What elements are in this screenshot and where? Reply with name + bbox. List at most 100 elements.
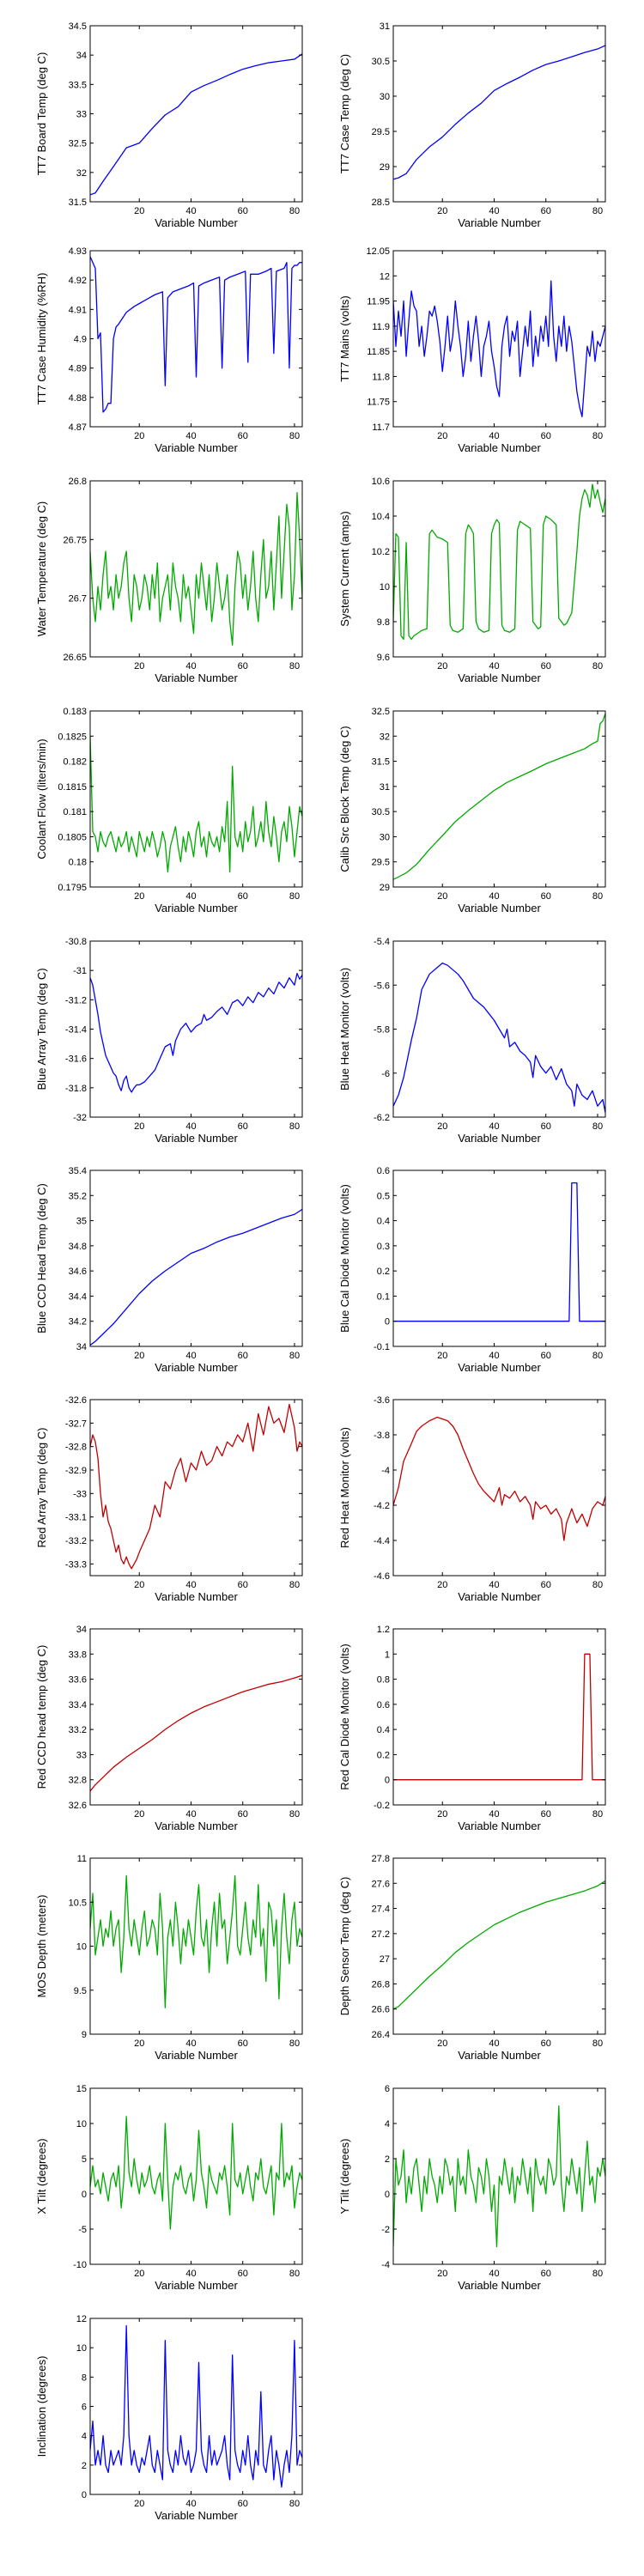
x-tick-label: 40 (489, 206, 499, 216)
x-tick-label: 40 (489, 1580, 499, 1590)
series-line (393, 2105, 605, 2248)
y-tick-label: 4.87 (69, 422, 87, 433)
y-tick-label: 26.8 (372, 1979, 390, 1990)
y-tick-label: 10 (380, 582, 390, 592)
series-line (90, 1403, 302, 1570)
y-tick-label: 0.4 (377, 1217, 390, 1227)
x-axis-label: Variable Number (155, 1820, 238, 1832)
x-tick-label: 80 (289, 1351, 300, 1361)
chart-panel-19: 20 40 60 80 -10 -5 0 5 10 15 Variable Number X Tilt… (35, 2084, 303, 2292)
chart-panel-5: 20 40 60 80 26.65 26.7 26.75 26.8 Variable Numbe… (35, 477, 303, 684)
y-tick-label: 26.65 (63, 653, 87, 663)
y-tick-label: 26.75 (63, 535, 87, 545)
x-axis-label: Variable Number (155, 2049, 238, 2062)
plot-frame (89, 25, 303, 203)
x-tick-label: 80 (289, 2499, 300, 2509)
y-tick-label: 32 (380, 732, 390, 742)
y-tick-label: 0 (82, 2190, 87, 2200)
y-tick-label: 0 (385, 2190, 390, 2200)
x-tick-label: 40 (489, 1351, 499, 1361)
y-tick-label: -3.8 (374, 1431, 390, 1441)
x-tick-label: 20 (437, 661, 447, 671)
y-tick-label: 29.5 (372, 127, 390, 137)
plot-frame (392, 2087, 606, 2265)
y-tick-label: -32.6 (65, 1395, 87, 1406)
y-tick-label: 32.8 (69, 1776, 87, 1786)
y-tick-label: 33.2 (69, 1725, 87, 1735)
y-axis-label: MOS Depth (meters) (35, 1895, 48, 1998)
x-tick-label: 60 (238, 891, 248, 902)
y-tick-label: -3.6 (374, 1395, 390, 1406)
chart-panel-3: 20 40 60 80 4.87 4.88 4.89 4.9 4.91 4.92 4.93 Varia… (35, 246, 303, 454)
y-tick-label: -31.6 (65, 1054, 87, 1065)
x-tick-label: 20 (437, 2038, 447, 2049)
y-tick-label: -32.8 (65, 1443, 87, 1453)
y-tick-label: 28.5 (372, 197, 390, 208)
x-tick-label: 40 (185, 1580, 196, 1590)
y-tick-label: 32.5 (372, 707, 390, 717)
y-tick-label: 0.18 (69, 858, 87, 868)
x-tick-label: 60 (238, 2499, 248, 2509)
y-tick-label: 0.1 (377, 1291, 390, 1302)
x-tick-label: 80 (592, 1351, 603, 1361)
chart-panel-7: 20 40 60 80 0.1795 0.18 0.1805 0.181 0.1815 0.182… (35, 707, 303, 914)
y-tick-label: -5 (78, 2225, 87, 2235)
y-tick-label: 4.88 (69, 393, 87, 404)
x-tick-label: 40 (185, 1351, 196, 1361)
y-axis-label: Y Tilt (degrees) (338, 2139, 351, 2215)
y-tick-label: 0.6 (377, 1700, 390, 1710)
x-tick-label: 40 (185, 891, 196, 902)
chart-panel-6: 20 40 60 80 9.6 9.8 10 10.2 10.4 10.6 Variable Num… (338, 477, 606, 684)
series-line (393, 45, 605, 180)
y-axis-label: System Current (amps) (338, 511, 351, 626)
x-axis-label: Variable Number (155, 216, 238, 229)
y-tick-label: 34 (76, 1342, 87, 1352)
y-axis-label: Blue Cal Diode Monitor (volts) (338, 1184, 351, 1333)
x-tick-label: 80 (289, 431, 300, 441)
x-tick-label: 60 (541, 891, 551, 902)
x-tick-label: 40 (185, 431, 196, 441)
y-tick-label: 9.5 (74, 1986, 87, 1996)
x-tick-label: 40 (489, 2038, 499, 2049)
y-tick-label: 0.6 (377, 1166, 390, 1176)
y-tick-label: 1.2 (377, 1625, 390, 1635)
plot-frame (89, 940, 303, 1118)
y-tick-label: 29 (380, 883, 390, 893)
y-tick-label: -10 (73, 2260, 87, 2270)
series-line (393, 1880, 605, 2010)
y-tick-label: 10 (76, 2343, 87, 2354)
x-axis-label: Variable Number (458, 2049, 541, 2062)
y-tick-label: -5.8 (374, 1025, 390, 1036)
x-tick-label: 80 (289, 1121, 300, 1132)
x-tick-label: 60 (541, 1580, 551, 1590)
y-tick-label: 34.4 (69, 1291, 87, 1302)
y-tick-label: 4.91 (69, 305, 87, 315)
plot-frame (89, 2087, 303, 2265)
chart-panel-10: 20 40 60 80 -6.2 -6 -5.8 -5.6 -5.4 Variable Numbe… (338, 937, 606, 1145)
plot-frame (89, 1857, 303, 2035)
y-tick-label: -5.6 (374, 981, 390, 991)
x-axis-label: Variable Number (155, 671, 238, 684)
chart-panel-1: 20 40 60 80 31.5 32 32.5 33 33.5 34 34.5 Variable N… (35, 21, 303, 229)
y-axis-label: Calib Src Block Temp (deg C) (338, 726, 351, 872)
y-tick-label: -31.4 (65, 1025, 87, 1036)
x-axis-label: Variable Number (155, 1361, 238, 1374)
x-axis-label: Variable Number (458, 2279, 541, 2292)
x-tick-label: 40 (489, 431, 499, 441)
y-tick-label: -32 (73, 1113, 87, 1123)
y-tick-label: -32.9 (65, 1466, 87, 1476)
x-tick-label: 20 (437, 2269, 447, 2279)
y-axis-label: TT7 Case Humidity (%RH) (35, 273, 48, 405)
y-tick-label: 4.9 (74, 335, 87, 345)
plot-frame (392, 1170, 606, 1347)
x-tick-label: 80 (592, 206, 603, 216)
chart-panel-21: 20 40 60 80 0 2 4 6 8 10 12 Variable Number Inclinat… (35, 2314, 303, 2522)
x-tick-label: 40 (489, 2269, 499, 2279)
x-axis-label: Variable Number (458, 902, 541, 914)
x-tick-label: 60 (238, 1351, 248, 1361)
y-tick-label: 2 (82, 2461, 87, 2471)
series-line (90, 492, 302, 646)
x-tick-label: 20 (134, 661, 144, 671)
x-tick-label: 80 (592, 2038, 603, 2049)
y-tick-label: -4.2 (374, 1501, 390, 1511)
